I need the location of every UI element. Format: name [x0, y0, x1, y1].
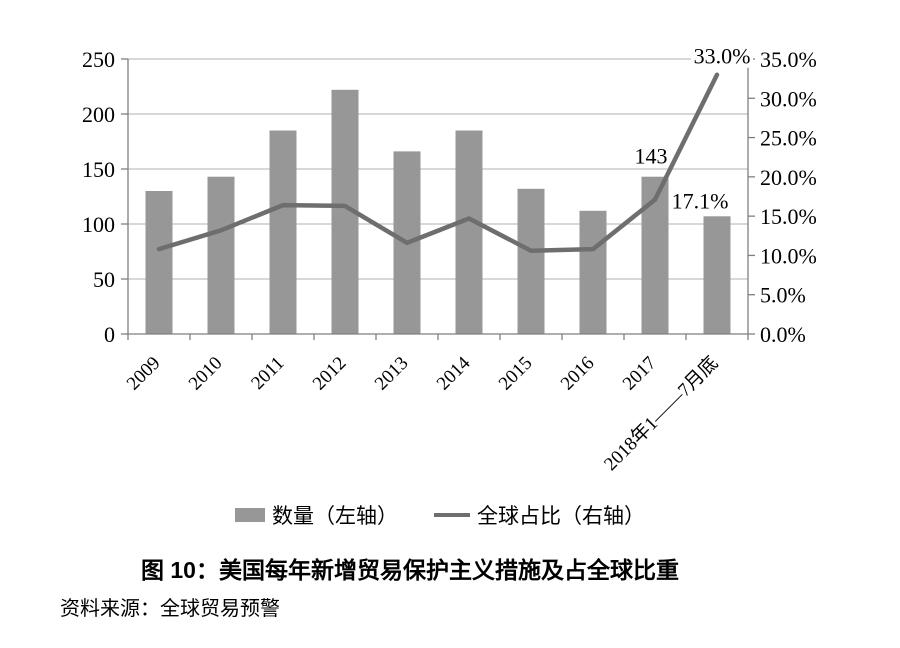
legend-label-quantity: 数量（左轴）	[272, 504, 398, 528]
right-tick-label-35.0%: 35.0%	[760, 47, 817, 72]
left-tick-label-250: 250	[82, 47, 115, 72]
right-tick-label-10.0%: 10.0%	[760, 243, 817, 268]
line-swatch-icon	[434, 513, 470, 517]
bar-2018年1——7月底	[703, 216, 731, 334]
x-label-2010: 2010	[185, 353, 227, 395]
annotation-143: 143	[635, 144, 668, 169]
bar-2011	[269, 130, 297, 334]
chart-legend: 数量（左轴） 全球占比（右轴）	[0, 500, 880, 530]
right-tick-label-30.0%: 30.0%	[760, 86, 817, 111]
bar-2009	[145, 191, 173, 334]
x-label-2013: 2013	[371, 353, 413, 395]
bar-2014	[455, 130, 483, 334]
right-tick-label-0.0%: 0.0%	[760, 322, 806, 347]
x-label-2018年1——7月底: 2018年1——7月底	[599, 352, 722, 475]
global-share-line	[156, 72, 720, 253]
left-tick-label-100: 100	[82, 212, 115, 237]
left-tick-label-200: 200	[82, 102, 115, 127]
bar-swatch-icon	[235, 508, 265, 522]
left-tick-label-0: 0	[104, 322, 115, 347]
left-tick-label-150: 150	[82, 157, 115, 182]
bar-2015	[517, 188, 545, 334]
x-label-2016: 2016	[557, 353, 599, 395]
legend-item-quantity: 数量（左轴）	[235, 500, 398, 530]
bar-2017	[641, 176, 669, 334]
annotation-33.0%: 33.0%	[694, 44, 751, 69]
x-label-2011: 2011	[247, 353, 288, 394]
x-label-2015: 2015	[495, 353, 537, 395]
x-label-2017: 2017	[619, 353, 661, 395]
legend-item-global-share: 全球占比（右轴）	[434, 500, 645, 530]
x-label-2012: 2012	[309, 353, 351, 395]
annotation-bg	[691, 45, 753, 68]
left-tick-label-50: 50	[93, 267, 115, 292]
right-tick-label-5.0%: 5.0%	[760, 283, 806, 308]
legend-label-global-share: 全球占比（右轴）	[477, 504, 645, 528]
figure-caption: 图 10：美国每年新增贸易保护主义措施及占全球比重	[141, 557, 679, 583]
right-tick-label-15.0%: 15.0%	[760, 204, 817, 229]
annotation-17.1%: 17.1%	[672, 189, 729, 214]
bar-2010	[207, 176, 235, 334]
combo-chart-svg: 0 50 100 150 200 250 0.0% 5.0% 10.0% 15.0% 20.0% 25…	[82, 44, 817, 475]
data-source-note: 资料来源：全球贸易预警	[60, 598, 280, 620]
right-tick-label-25.0%: 25.0%	[760, 126, 817, 151]
x-label-2014: 2014	[433, 352, 475, 394]
bar-2016	[579, 210, 607, 334]
right-tick-label-20.0%: 20.0%	[760, 165, 817, 190]
x-label-2009: 2009	[123, 353, 165, 395]
